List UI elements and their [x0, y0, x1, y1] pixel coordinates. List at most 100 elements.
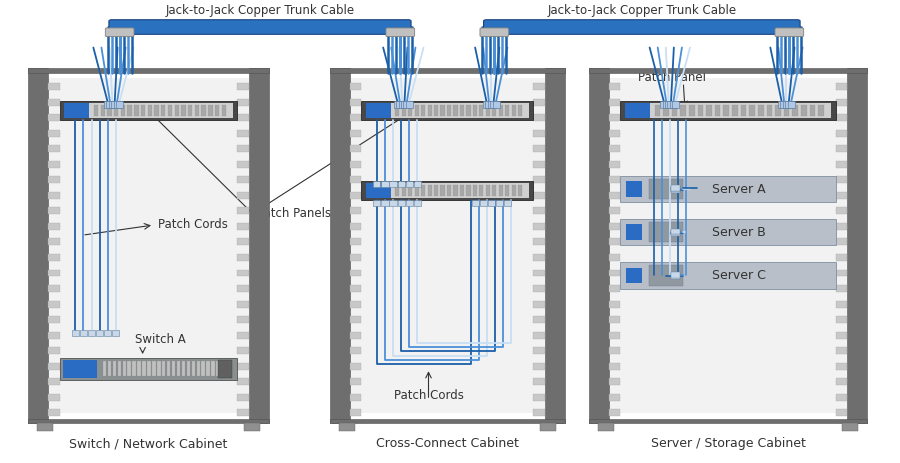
Bar: [626, 268, 642, 283]
Bar: [836, 207, 848, 214]
Text: Server B: Server B: [712, 226, 766, 239]
Bar: [128, 361, 130, 376]
Bar: [670, 273, 680, 279]
Bar: [48, 347, 59, 354]
Bar: [836, 145, 848, 152]
Bar: [114, 106, 119, 116]
Bar: [141, 106, 145, 116]
Bar: [625, 104, 650, 118]
FancyBboxPatch shape: [109, 20, 411, 34]
Bar: [608, 83, 620, 90]
Bar: [88, 330, 95, 336]
Bar: [518, 106, 522, 116]
Bar: [472, 185, 477, 196]
Bar: [836, 347, 848, 354]
Bar: [428, 185, 432, 196]
Bar: [399, 101, 406, 107]
Bar: [72, 330, 79, 336]
Bar: [403, 101, 410, 107]
Bar: [172, 361, 176, 376]
Bar: [492, 106, 497, 116]
Bar: [608, 130, 620, 137]
Bar: [715, 106, 721, 116]
Bar: [212, 361, 215, 376]
Text: Switch / Network Cabinet: Switch / Network Cabinet: [69, 438, 228, 450]
Bar: [148, 106, 152, 116]
Bar: [349, 285, 361, 292]
Bar: [620, 176, 836, 202]
Text: Server A: Server A: [712, 182, 766, 195]
Bar: [662, 101, 670, 107]
Bar: [836, 269, 848, 276]
Bar: [349, 223, 361, 230]
Bar: [534, 394, 545, 400]
Bar: [540, 423, 556, 431]
Bar: [349, 300, 361, 307]
Bar: [238, 238, 249, 245]
Bar: [167, 106, 172, 116]
Bar: [670, 230, 680, 236]
Bar: [842, 423, 859, 431]
Bar: [625, 104, 832, 118]
Bar: [390, 181, 397, 187]
Bar: [818, 106, 824, 116]
Bar: [670, 229, 680, 234]
Bar: [801, 106, 806, 116]
Bar: [460, 106, 464, 116]
Bar: [590, 68, 608, 423]
Bar: [329, 419, 565, 423]
Bar: [485, 101, 492, 107]
Bar: [48, 316, 59, 323]
Bar: [238, 300, 249, 307]
Bar: [238, 378, 249, 385]
Bar: [181, 106, 185, 116]
Bar: [396, 101, 403, 107]
Bar: [415, 185, 419, 196]
Bar: [505, 106, 509, 116]
Text: Server C: Server C: [712, 269, 766, 282]
Bar: [238, 363, 249, 369]
Bar: [48, 176, 59, 183]
Bar: [48, 192, 59, 199]
Bar: [112, 101, 118, 107]
Bar: [142, 361, 146, 376]
Bar: [706, 106, 712, 116]
Bar: [101, 106, 105, 116]
Bar: [534, 161, 545, 168]
Bar: [349, 114, 361, 121]
Bar: [670, 186, 680, 191]
Bar: [401, 185, 406, 196]
Bar: [106, 101, 113, 107]
Bar: [534, 176, 545, 183]
Bar: [671, 106, 678, 116]
Bar: [238, 192, 249, 199]
Bar: [349, 254, 361, 261]
Bar: [608, 316, 620, 323]
Bar: [440, 185, 445, 196]
Bar: [836, 192, 848, 199]
Bar: [670, 101, 677, 107]
Bar: [28, 68, 48, 423]
Bar: [349, 176, 361, 183]
Bar: [775, 106, 781, 116]
Bar: [202, 361, 205, 376]
Bar: [620, 263, 836, 289]
Bar: [668, 101, 675, 107]
Bar: [365, 104, 529, 118]
Bar: [447, 185, 451, 196]
Bar: [511, 185, 516, 196]
Bar: [534, 238, 545, 245]
Bar: [836, 161, 848, 168]
Bar: [486, 185, 490, 196]
Bar: [103, 361, 106, 376]
Bar: [534, 223, 545, 230]
FancyBboxPatch shape: [775, 28, 804, 37]
Bar: [349, 316, 361, 323]
Bar: [48, 269, 59, 276]
Bar: [238, 332, 249, 338]
Bar: [398, 181, 405, 187]
Bar: [349, 409, 361, 416]
Bar: [608, 207, 620, 214]
Bar: [188, 106, 193, 116]
Bar: [534, 192, 545, 199]
